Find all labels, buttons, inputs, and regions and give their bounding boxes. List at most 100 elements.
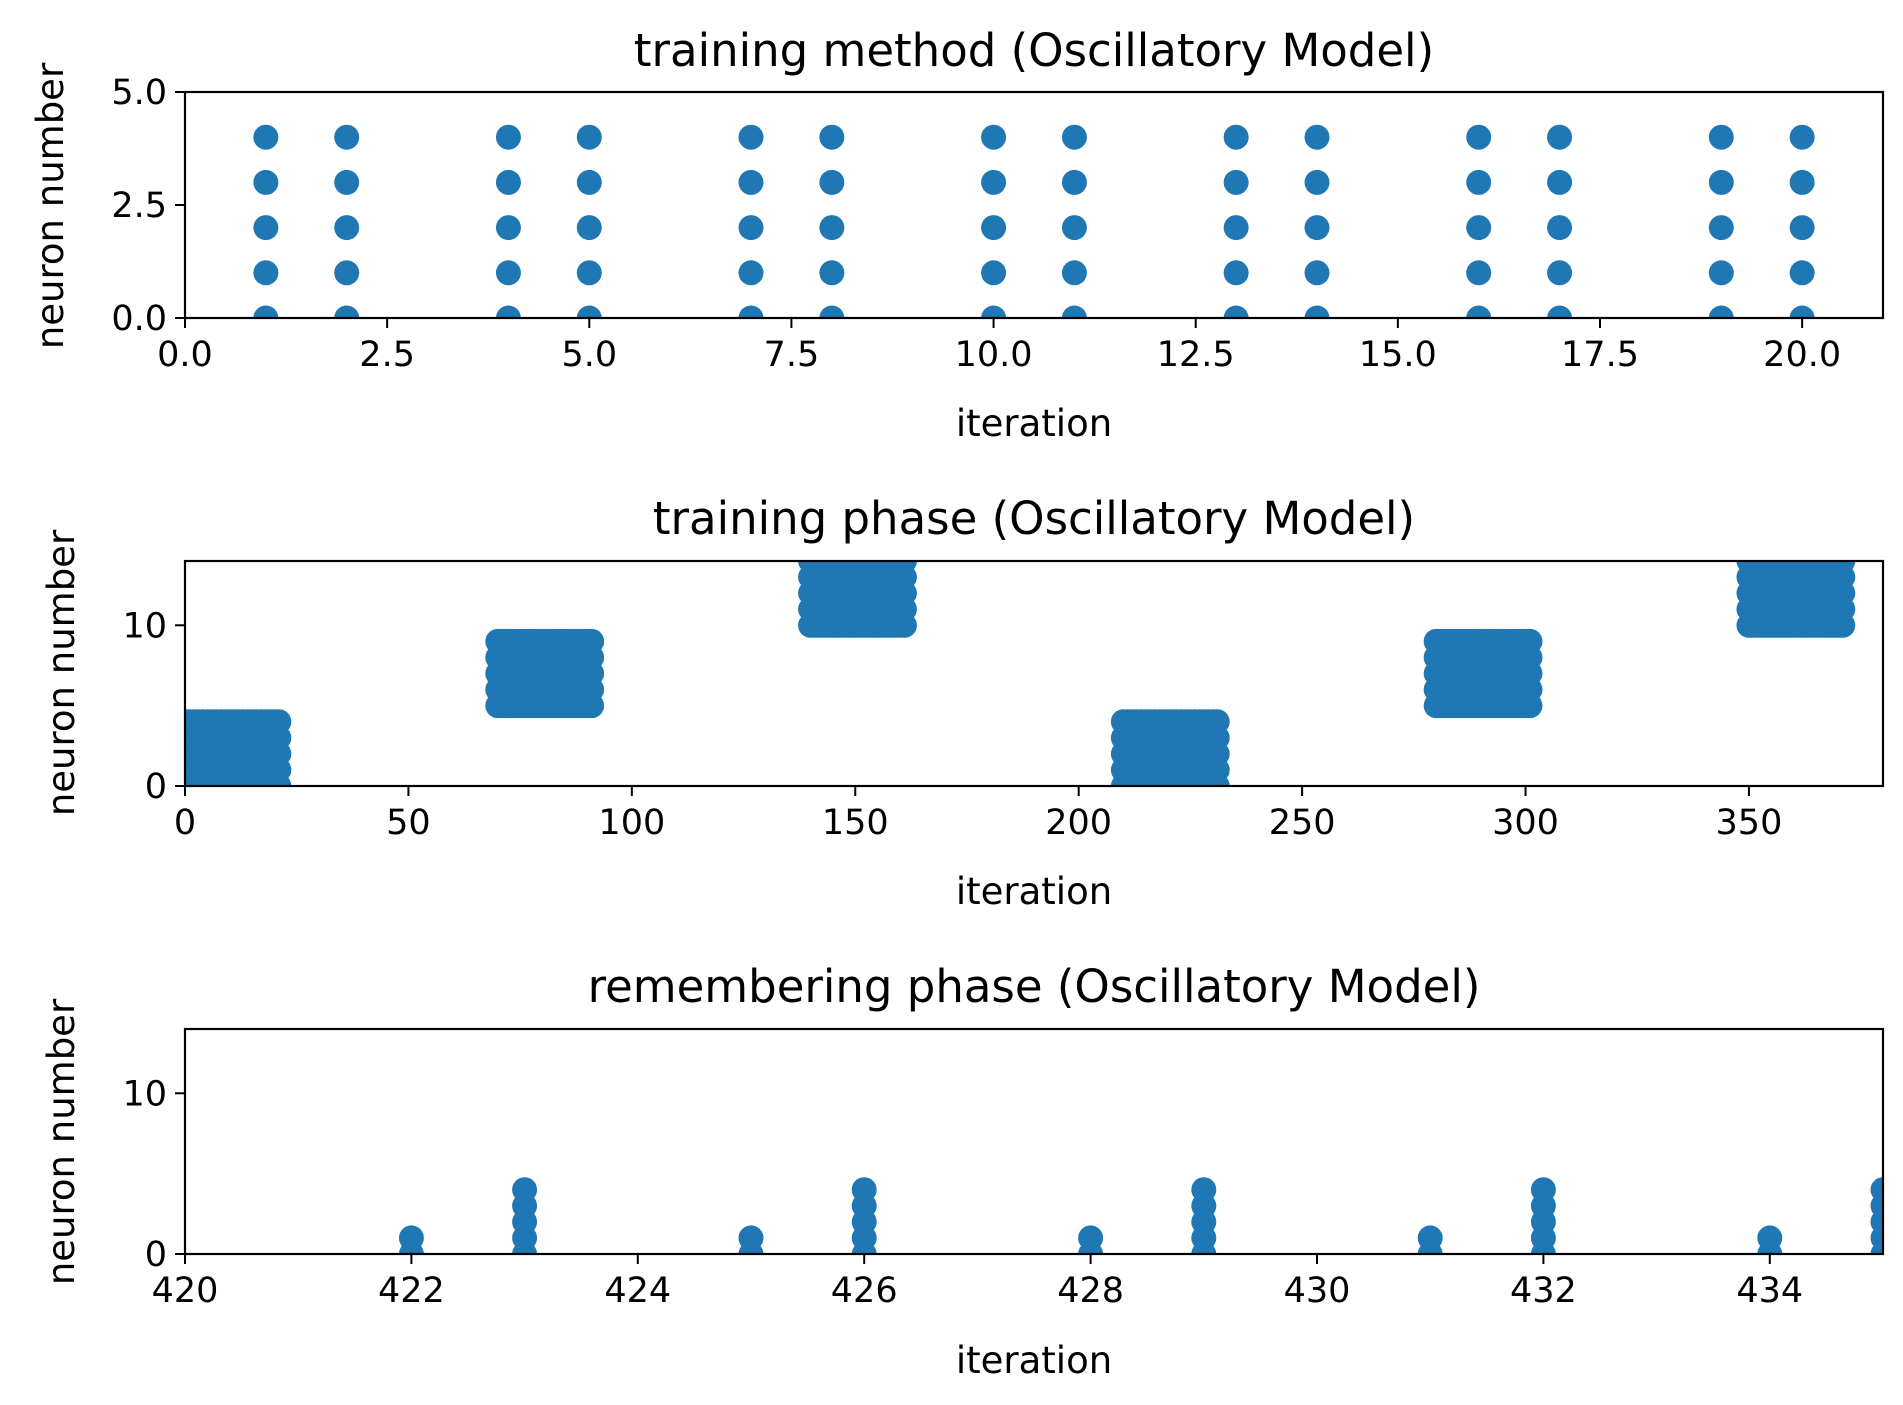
x-tick-label: 100 (598, 803, 665, 843)
data-point (576, 305, 602, 318)
y-tick-label: 0 (145, 767, 167, 807)
panel-3-title: remembering phase (Oscillatory Model) (588, 960, 1481, 1013)
data-point (1417, 1225, 1443, 1251)
data-point (819, 169, 845, 195)
panel-training-phase: training phase (Oscillatory Model) neuro… (40, 492, 1885, 913)
data-point (1708, 215, 1734, 241)
data-point (512, 1177, 538, 1203)
data-point (253, 305, 279, 318)
data-point (1466, 305, 1492, 318)
data-point (1304, 305, 1330, 318)
x-tick-label: 15.0 (1359, 335, 1437, 375)
y-tick-label: 10 (122, 1074, 167, 1114)
data-point (1757, 1225, 1783, 1251)
data-point (1517, 628, 1543, 654)
data-point (891, 561, 917, 574)
data-point (253, 124, 279, 150)
data-point (495, 169, 521, 195)
data-point (398, 1225, 424, 1251)
panel-1-title: training method (Oscillatory Model) (634, 24, 1434, 77)
data-point (576, 124, 602, 150)
data-point (1223, 124, 1249, 150)
data-point (1061, 124, 1087, 150)
data-point (1789, 169, 1815, 195)
data-point (1708, 169, 1734, 195)
data-point (981, 260, 1007, 286)
data-point (819, 215, 845, 241)
data-point (1547, 124, 1573, 150)
data-point (1191, 1177, 1217, 1203)
x-tick-label: 432 (1510, 1271, 1577, 1311)
data-point (981, 215, 1007, 241)
x-tick-label: 20.0 (1763, 335, 1841, 375)
data-point (1061, 215, 1087, 241)
y-tick-label: 0.0 (111, 299, 167, 339)
data-point (266, 709, 292, 735)
data-point (495, 305, 521, 318)
x-tick-label: 300 (1492, 803, 1559, 843)
panel-training-method: training method (Oscillatory Model) neur… (29, 24, 1885, 445)
panel-3-x-axis-label: iteration (956, 1339, 1112, 1382)
x-tick-label: 250 (1269, 803, 1336, 843)
x-tick-label: 422 (378, 1271, 445, 1311)
data-point (1547, 260, 1573, 286)
data-point (1708, 305, 1734, 318)
y-tick-label: 2.5 (111, 186, 167, 226)
panel-3-ticks: 420 422 424 426 428 430 432 434 0 10 (122, 1074, 1803, 1311)
data-point (851, 1177, 877, 1203)
data-point (1708, 124, 1734, 150)
data-point (738, 215, 764, 241)
x-tick-label: 12.5 (1157, 335, 1235, 375)
data-point (1547, 169, 1573, 195)
panel-1-y-axis-label: neuron number (29, 62, 72, 349)
panel-1-points (253, 124, 1815, 318)
panel-2-title: training phase (Oscillatory Model) (653, 492, 1415, 545)
data-point (1223, 260, 1249, 286)
data-point (738, 305, 764, 318)
x-tick-label: 17.5 (1561, 335, 1639, 375)
data-point (1304, 169, 1330, 195)
x-tick-label: 424 (604, 1271, 671, 1311)
data-point (1466, 124, 1492, 150)
x-tick-label: 150 (822, 803, 889, 843)
x-tick-label: 350 (1716, 803, 1783, 843)
x-tick-label: 10.0 (955, 335, 1033, 375)
data-point (738, 124, 764, 150)
x-tick-label: 0.0 (157, 335, 213, 375)
data-point (495, 124, 521, 150)
data-point (1789, 305, 1815, 318)
panel-2-points (185, 561, 1856, 786)
x-tick-label: 428 (1057, 1271, 1124, 1311)
x-tick-label: 2.5 (359, 335, 415, 375)
data-point (1223, 215, 1249, 241)
data-point (1530, 1177, 1556, 1203)
data-point (1078, 1225, 1104, 1251)
x-tick-label: 200 (1045, 803, 1112, 843)
data-point (1304, 215, 1330, 241)
y-tick-label: 10 (122, 606, 167, 646)
panel-2-frame (183, 559, 1885, 788)
panel-2-ticks: 0 50 100 150 200 250 300 350 0 10 (122, 606, 1782, 843)
panel-3-frame (183, 1027, 1885, 1256)
data-point (819, 124, 845, 150)
data-point (738, 1225, 764, 1251)
data-point (495, 260, 521, 286)
data-point (981, 124, 1007, 150)
x-tick-label: 0 (174, 803, 196, 843)
data-point (576, 169, 602, 195)
data-point (1830, 561, 1856, 574)
data-point (334, 215, 360, 241)
panel-remembering-phase: remembering phase (Oscillatory Model) ne… (40, 960, 1885, 1382)
data-point (1789, 124, 1815, 150)
panel-2-x-axis-label: iteration (956, 870, 1112, 913)
data-point (1466, 169, 1492, 195)
data-point (334, 260, 360, 286)
panel-3-y-axis-label: neuron number (40, 998, 83, 1285)
data-point (253, 169, 279, 195)
data-point (819, 260, 845, 286)
data-point (1061, 260, 1087, 286)
data-point (1223, 305, 1249, 318)
data-point (1304, 124, 1330, 150)
x-tick-label: 50 (386, 803, 431, 843)
